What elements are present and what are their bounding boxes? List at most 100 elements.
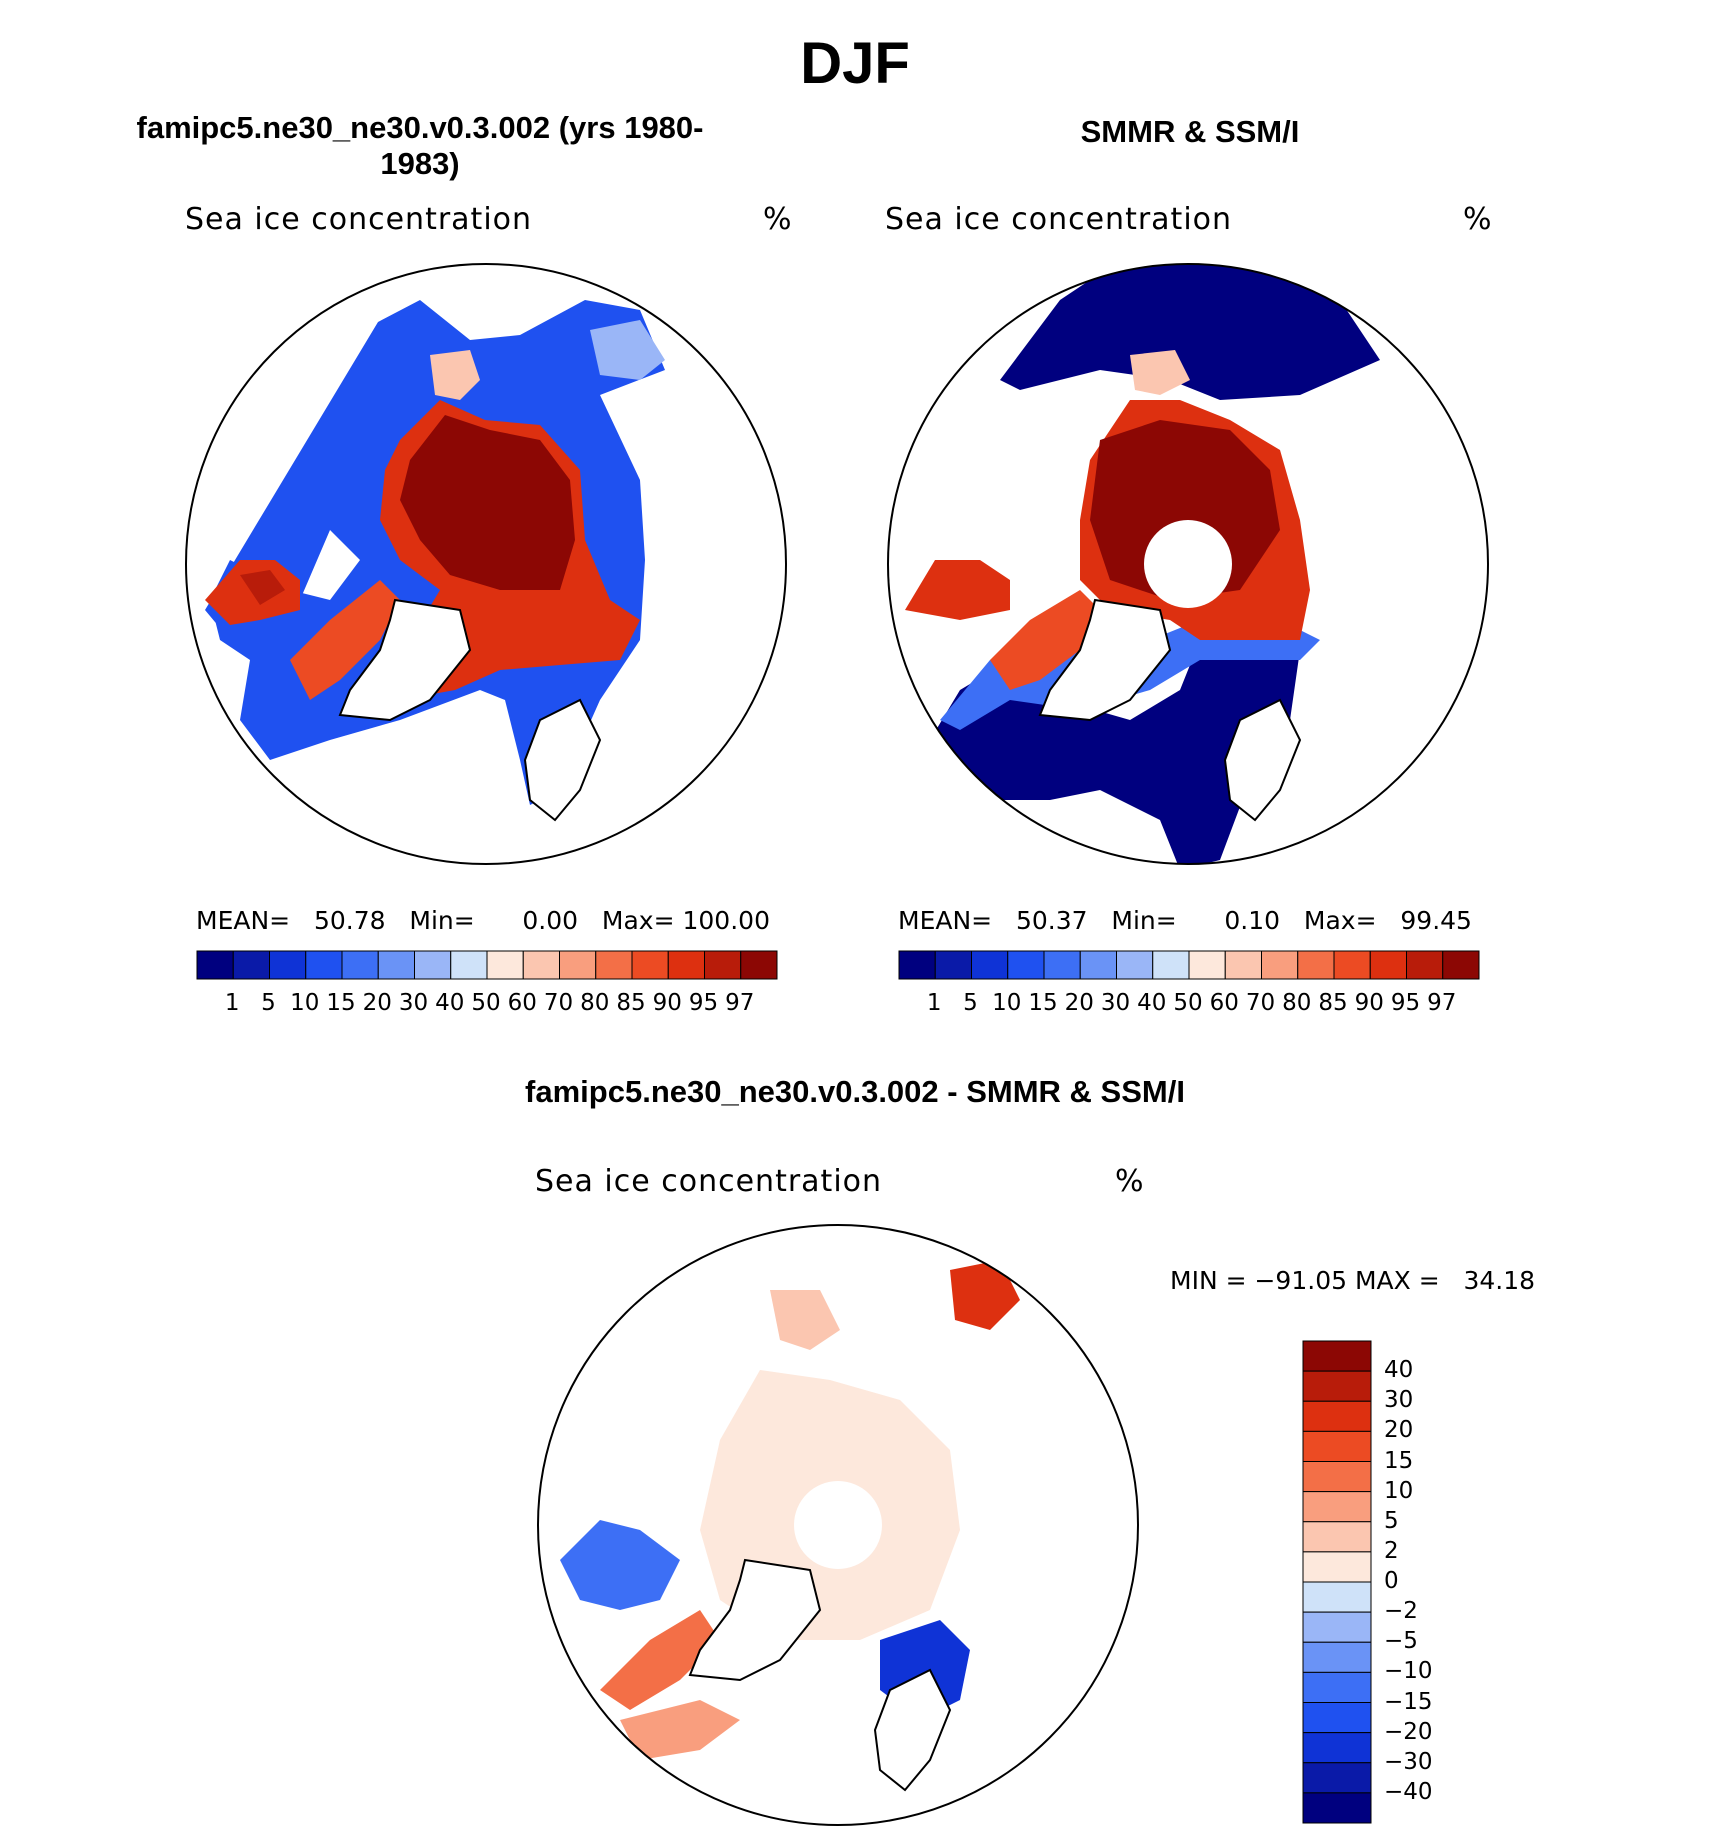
model-colorbar <box>196 950 778 980</box>
model-colorbar-tick: 30 <box>398 990 429 1016</box>
diff-colorbar-tick: 40 <box>1384 1357 1414 1384</box>
obs-colorbar-tick: 85 <box>1318 990 1348 1016</box>
model-stats: MEAN= 50.78 Min= 0.00 Max= 100.00 <box>196 906 770 935</box>
diff-colorbar-tick: −15 <box>1384 1688 1433 1715</box>
obs-colorbar-tick: 1 <box>926 990 942 1016</box>
diff-colorbar-swatch <box>1302 1641 1372 1673</box>
model-colorbar-tick: 90 <box>652 990 682 1016</box>
diff-colorbar-tick: 15 <box>1384 1447 1414 1474</box>
diff-colorbar-tick: −5 <box>1384 1628 1418 1655</box>
obs-colorbar <box>898 950 1480 980</box>
diff-colorbar-tick: −40 <box>1384 1778 1433 1805</box>
model-hudson-ice-core <box>240 570 285 605</box>
model-colorbar-swatch <box>414 950 452 980</box>
diff-units-label: % <box>1115 1164 1145 1199</box>
model-colorbar-tick: 40 <box>435 990 465 1016</box>
diff-bering-mixed <box>770 1290 840 1350</box>
model-colorbar-tick: 15 <box>326 990 356 1016</box>
model-colorbar-tick: 80 <box>580 990 610 1016</box>
model-colorbar-swatch <box>305 950 343 980</box>
diff-colorbar-ticks: 40 30 20 15 10 5 2 0 −2 −5 −10 −15 −20 −30 −40 <box>1384 1340 1474 1824</box>
model-colorbar-swatch <box>377 950 415 980</box>
model-colorbar-tick: 10 <box>290 990 320 1016</box>
diff-colorbar-swatch <box>1302 1461 1372 1493</box>
obs-colorbar-tick: 20 <box>1064 990 1094 1016</box>
obs-colorbar-tick: 30 <box>1100 990 1131 1016</box>
obs-colorbar-tick: 80 <box>1282 990 1312 1016</box>
obs-colorbar-tick: 5 <box>963 990 978 1016</box>
diff-minmax: MIN = −91.05 MAX = 34.18 <box>1170 1266 1536 1295</box>
obs-colorbar-tick: 70 <box>1245 990 1276 1016</box>
diff-colorbar-swatch <box>1302 1732 1372 1764</box>
obs-ice-edge-band <box>940 620 1320 730</box>
diff-baffin-positive <box>600 1610 720 1710</box>
page-title: DJF <box>800 31 910 96</box>
diff-colorbar-swatch <box>1302 1430 1372 1462</box>
obs-colorbar-swatch <box>1043 950 1081 980</box>
obs-open-water-north <box>1000 264 1380 400</box>
obs-colorbar-swatch <box>971 950 1009 980</box>
model-colorbar-swatch <box>486 950 524 980</box>
model-colorbar-tick: 70 <box>543 990 574 1016</box>
diff-colorbar-tick: 30 <box>1384 1387 1414 1414</box>
diff-colorbar-swatch <box>1302 1400 1372 1432</box>
diff-colorbar-tick: 10 <box>1384 1477 1414 1504</box>
model-colorbar-tick: 95 <box>688 990 719 1016</box>
obs-stats: MEAN= 50.37 Min= 0.10 Max= 99.45 <box>898 906 1472 935</box>
obs-colorbar-tick: 15 <box>1028 990 1058 1016</box>
diff-colorbar-tick: −10 <box>1384 1658 1433 1685</box>
obs-panel-title: SMMR & SSM/I <box>1080 114 1300 149</box>
model-units-label: % <box>763 202 793 237</box>
model-colorbar-swatch <box>522 950 560 980</box>
obs-units-label: % <box>1463 202 1493 237</box>
diff-variable-label: Sea ice concentration <box>535 1164 883 1199</box>
obs-colorbar-tick: 50 <box>1173 990 1203 1016</box>
model-hudson-ice <box>205 560 300 625</box>
diff-colorbar-swatch <box>1302 1340 1372 1372</box>
obs-colorbar-swatch <box>1224 950 1262 980</box>
diff-colorbar-tick: 2 <box>1384 1537 1399 1564</box>
obs-colorbar-tick: 40 <box>1137 990 1167 1016</box>
obs-colorbar-tick: 10 <box>992 990 1022 1016</box>
model-colorbar-tick: 60 <box>507 990 537 1016</box>
obs-colorbar-swatch <box>1261 950 1299 980</box>
obs-scandinavia <box>1223 698 1302 822</box>
diff-colorbar-swatch <box>1302 1521 1372 1553</box>
model-colorbar-swatch <box>631 950 669 980</box>
model-colorbar-tick: 50 <box>471 990 501 1016</box>
obs-pole-hole <box>1144 520 1232 608</box>
obs-colorbar-tick: 97 <box>1427 990 1457 1016</box>
model-variable-label: Sea ice concentration <box>185 202 533 237</box>
obs-colorbar-swatch <box>1297 950 1335 980</box>
diff-colorbar-swatch <box>1302 1551 1372 1583</box>
model-arctic-ice-core <box>400 415 575 590</box>
diff-okhotsk-positive <box>950 1260 1020 1330</box>
diff-colorbar-swatch <box>1302 1702 1372 1734</box>
model-colorbar-tick: 1 <box>224 990 240 1016</box>
obs-colorbar-swatch <box>1116 950 1154 980</box>
obs-colorbar-swatch <box>1369 950 1407 980</box>
model-colorbar-swatch <box>232 950 270 980</box>
model-colorbar-tick: 5 <box>261 990 276 1016</box>
model-bering-ice <box>430 350 480 400</box>
obs-colorbar-swatch <box>1406 950 1444 980</box>
diff-colorbar-swatch <box>1302 1792 1372 1824</box>
obs-colorbar-swatch <box>1152 950 1190 980</box>
model-greenland <box>338 598 472 722</box>
diff-ice-edge-negative <box>560 1520 680 1610</box>
obs-colorbar-ticks: 1 5 10 15 20 30 40 50 60 70 80 85 90 95 97 <box>898 990 1480 1020</box>
diff-scandinavia <box>873 1668 952 1792</box>
diff-arctic-near-zero <box>700 1370 960 1640</box>
diff-colorbar-swatch <box>1302 1491 1372 1523</box>
diff-colorbar-swatch <box>1302 1671 1372 1703</box>
model-colorbar-swatch <box>595 950 633 980</box>
model-colorbar-tick: 85 <box>616 990 646 1016</box>
diff-colorbar-tick: −20 <box>1384 1718 1433 1745</box>
model-scandinavia <box>523 698 602 822</box>
obs-colorbar-swatch <box>1333 950 1371 980</box>
diff-colorbar-tick: −30 <box>1384 1748 1433 1775</box>
diff-colorbar-tick: 20 <box>1384 1417 1414 1444</box>
diff-labrador-positive <box>620 1700 740 1760</box>
obs-variable-label: Sea ice concentration <box>885 202 1233 237</box>
model-colorbar-swatch <box>450 950 488 980</box>
